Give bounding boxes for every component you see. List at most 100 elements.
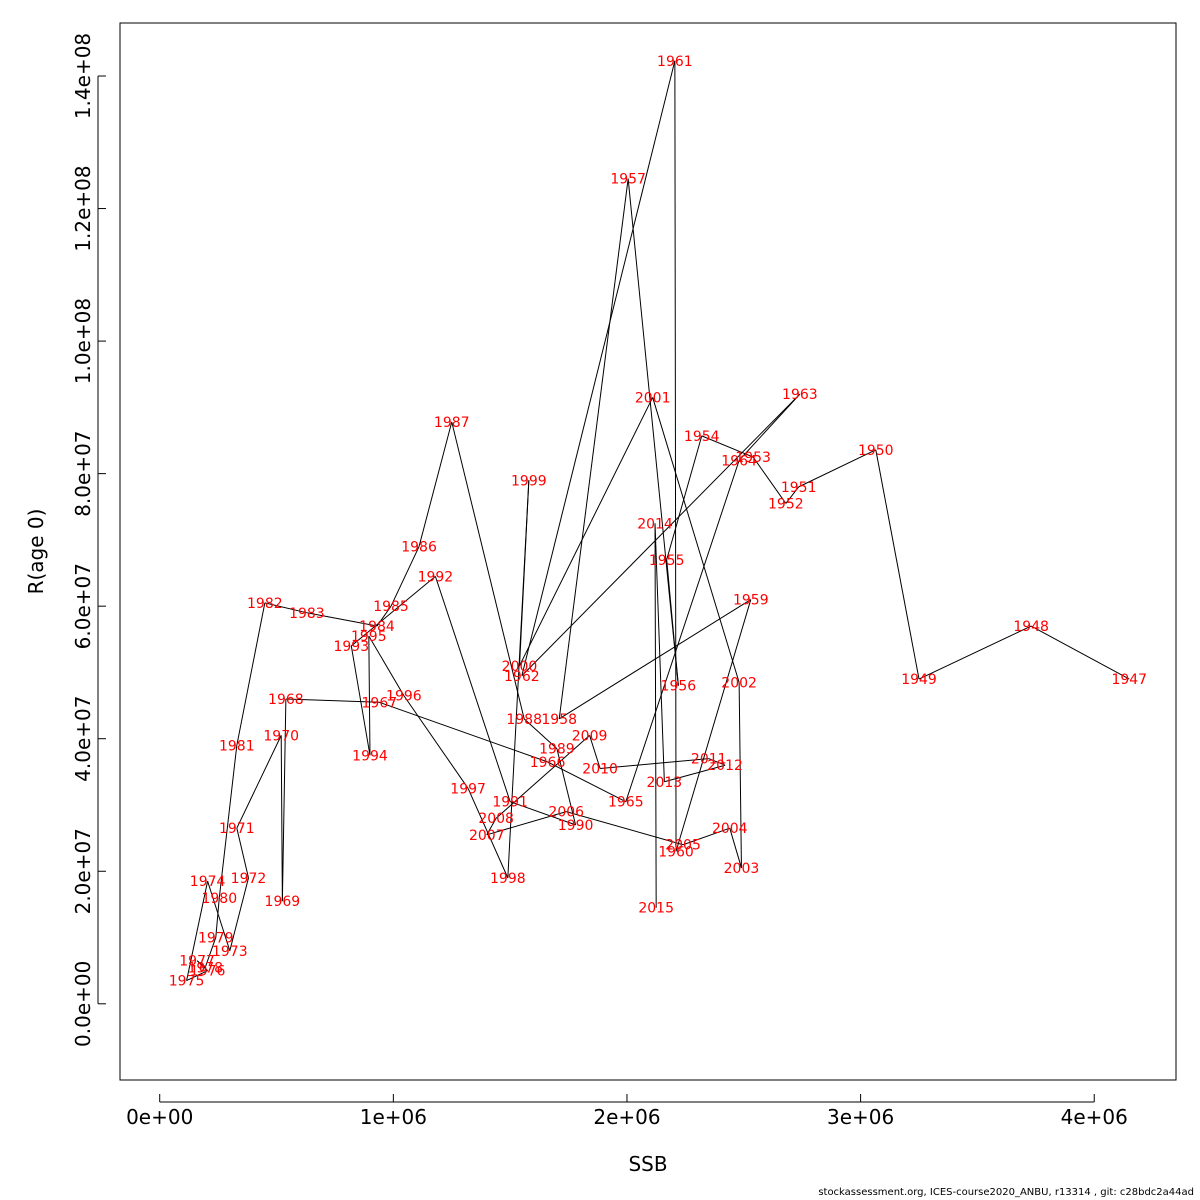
segment-1971-1972 bbox=[236, 828, 249, 878]
segment-2013-2014 bbox=[654, 523, 665, 782]
year-label-1986: 1986 bbox=[401, 540, 437, 556]
segment-2012-2013 bbox=[664, 764, 726, 783]
segment-2004-2005 bbox=[682, 827, 730, 846]
year-label-2003: 2003 bbox=[724, 861, 760, 877]
segment-1985-1986 bbox=[390, 546, 420, 607]
segment-1972-1973 bbox=[229, 877, 249, 951]
segment-1948-1949 bbox=[918, 625, 1032, 680]
year-label-1965: 1965 bbox=[608, 795, 644, 811]
year-label-1955: 1955 bbox=[649, 553, 685, 569]
year-label-1967: 1967 bbox=[362, 695, 398, 711]
year-label-1950: 1950 bbox=[858, 443, 894, 459]
year-label-2002: 2002 bbox=[721, 675, 757, 691]
year-label-2006: 2006 bbox=[548, 805, 584, 821]
year-label-2001: 2001 bbox=[635, 390, 671, 406]
year-label-2014: 2014 bbox=[637, 516, 673, 532]
year-label-1970: 1970 bbox=[263, 728, 299, 744]
segment-2009-2010 bbox=[589, 735, 601, 769]
x-tick-label: 4e+06 bbox=[1061, 1105, 1128, 1129]
segment-1961-1962 bbox=[521, 60, 676, 676]
year-label-1957: 1957 bbox=[610, 172, 646, 188]
year-label-2010: 2010 bbox=[582, 762, 618, 778]
segment-1999-2000 bbox=[519, 480, 530, 666]
segment-1967-1968 bbox=[285, 698, 380, 703]
segment-1956-1957 bbox=[627, 178, 679, 686]
y-tick-label: 1.0e+08 bbox=[71, 298, 95, 384]
year-label-1973: 1973 bbox=[212, 944, 248, 960]
plot-frame bbox=[119, 22, 1177, 1081]
segment-1968-1969 bbox=[281, 698, 287, 902]
y-tick-label: 1.4e+08 bbox=[71, 33, 95, 119]
year-label-1993: 1993 bbox=[333, 639, 369, 655]
year-label-1980: 1980 bbox=[201, 891, 237, 907]
x-tick-label: 2e+06 bbox=[593, 1105, 660, 1129]
segment-1994-1995 bbox=[368, 635, 371, 756]
year-label-1960: 1960 bbox=[658, 844, 694, 860]
segment-2000-2001 bbox=[519, 397, 654, 667]
segment-2005-2006 bbox=[566, 811, 684, 846]
segment-1966-1967 bbox=[379, 701, 548, 763]
year-label-1949: 1949 bbox=[901, 672, 937, 688]
segment-1988-1989 bbox=[523, 718, 558, 750]
segment-1979-1980 bbox=[215, 897, 220, 938]
y-axis-title: R(age 0) bbox=[24, 509, 48, 595]
segment-1954-1955 bbox=[666, 435, 703, 560]
year-label-1972: 1972 bbox=[231, 871, 267, 887]
segment-1969-1970 bbox=[280, 735, 283, 902]
segment-1947-1948 bbox=[1030, 625, 1130, 680]
year-label-1963: 1963 bbox=[782, 387, 818, 403]
year-label-1954: 1954 bbox=[684, 429, 720, 445]
segment-1953-1954 bbox=[701, 435, 754, 458]
year-label-1947: 1947 bbox=[1111, 672, 1147, 688]
segment-1978-1979 bbox=[204, 937, 217, 968]
segment-1982-1983 bbox=[264, 602, 308, 614]
segment-1965-1966 bbox=[547, 761, 627, 803]
segment-1991-1992 bbox=[434, 576, 511, 802]
segment-1981-1982 bbox=[236, 602, 266, 746]
year-label-1974: 1974 bbox=[190, 874, 226, 890]
y-tick-label: 8.0e+07 bbox=[71, 430, 95, 516]
segment-1959-1960 bbox=[675, 599, 752, 852]
segment-1957-1958 bbox=[558, 178, 629, 719]
year-label-1962: 1962 bbox=[504, 669, 540, 685]
y-tick-label: 2.0e+07 bbox=[71, 828, 95, 914]
year-label-1971: 1971 bbox=[219, 821, 255, 837]
footer-credit: stockassessment.org, ICES-course2020_ANB… bbox=[818, 1187, 1194, 1198]
year-label-1988: 1988 bbox=[506, 712, 542, 728]
segment-2014-2015 bbox=[654, 523, 657, 908]
y-tick-label: 0.0e+00 bbox=[71, 961, 95, 1047]
y-tick-label: 1.2e+08 bbox=[71, 165, 95, 251]
year-label-1990: 1990 bbox=[558, 818, 594, 834]
year-label-1998: 1998 bbox=[490, 871, 526, 887]
year-label-1996: 1996 bbox=[386, 689, 422, 705]
year-label-1956: 1956 bbox=[661, 679, 697, 695]
segment-1987-1988 bbox=[451, 421, 525, 719]
segment-2001-2002 bbox=[652, 397, 740, 683]
segment-1996-1997 bbox=[403, 695, 469, 789]
segment-2007-2008 bbox=[486, 817, 497, 836]
segment-1949-1950 bbox=[875, 449, 920, 680]
series-line bbox=[186, 60, 1130, 982]
year-label-1952: 1952 bbox=[768, 496, 804, 512]
year-label-1964: 1964 bbox=[721, 453, 757, 469]
x-tick-label: 1e+06 bbox=[360, 1105, 427, 1129]
segment-2006-2007 bbox=[486, 811, 567, 836]
year-label-1961: 1961 bbox=[657, 54, 693, 70]
segment-1973-1974 bbox=[207, 881, 231, 951]
segment-1993-1994 bbox=[350, 645, 371, 756]
segment-2002-2003 bbox=[738, 682, 742, 868]
segment-1964-1965 bbox=[625, 460, 740, 802]
year-label-2009: 2009 bbox=[572, 728, 608, 744]
year-label-2005: 2005 bbox=[665, 838, 701, 854]
segment-1990-1991 bbox=[509, 801, 576, 826]
segment-1974-1975 bbox=[186, 881, 209, 981]
year-label-1999: 1999 bbox=[511, 473, 547, 489]
year-label-2011: 2011 bbox=[691, 752, 727, 768]
year-label-1981: 1981 bbox=[219, 738, 255, 754]
x-axis: 0e+00 1e+06 2e+06 3e+06 4e+06 bbox=[126, 1094, 1128, 1129]
year-label-1994: 1994 bbox=[352, 748, 388, 764]
year-label-1969: 1969 bbox=[265, 894, 301, 910]
segment-1995-1996 bbox=[368, 635, 405, 696]
year-label-1951: 1951 bbox=[781, 480, 817, 496]
year-label-1991: 1991 bbox=[492, 795, 528, 811]
